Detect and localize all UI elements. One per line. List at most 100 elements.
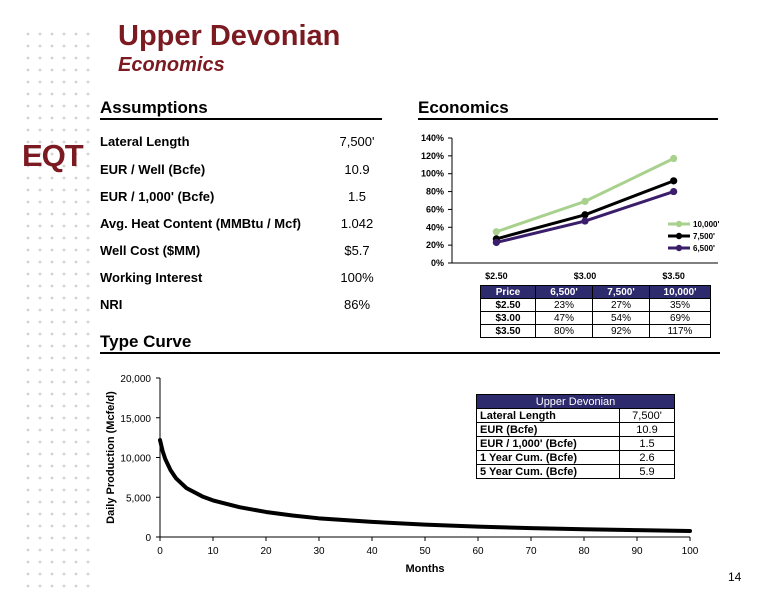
type-curve-table-title: Upper Devonian [476, 394, 675, 409]
type-curve-table-row: EUR / 1,000' (Bcfe) 1.5 [476, 436, 675, 451]
assumption-value: 1.042 [340, 216, 374, 231]
economics-table-cell: 27% [592, 298, 650, 312]
type-curve-rule [100, 352, 720, 354]
y-tick-label: 80% [426, 187, 444, 197]
assumptions-rule [100, 118, 382, 120]
economics-heading: Economics [418, 98, 509, 117]
economics-table-row: $3.50 80% 92% 117% [480, 324, 711, 338]
assumption-value: 7,500' [339, 134, 375, 149]
economics-table-cell: 92% [592, 324, 650, 338]
data-point [581, 217, 589, 225]
y-tick-label: 0% [431, 258, 444, 268]
x-tick-label: 50 [419, 546, 431, 557]
x-tick-label: 40 [366, 546, 378, 557]
assumption-row: Lateral Length 7,500' [100, 128, 380, 154]
page-number: 14 [728, 570, 742, 584]
y-tick-label: 20% [426, 240, 444, 250]
economics-table-cell: 35% [649, 298, 711, 312]
y-tick-label: 15,000 [120, 414, 151, 425]
economics-table-cell: 23% [535, 298, 593, 312]
type-curve-table-label: EUR (Bcfe) [476, 422, 620, 437]
data-point [581, 211, 589, 219]
x-tick-label: 30 [313, 546, 325, 557]
type-curve-table-value: 7,500' [619, 408, 675, 423]
assumption-row: Working Interest 100% [100, 264, 380, 290]
economics-table-header: 10,000' [649, 285, 711, 299]
type-curve-table-value: 2.6 [619, 450, 675, 465]
dot-pattern-decoration [22, 28, 92, 588]
assumption-value: 10.9 [344, 162, 370, 177]
type-curve-table-label: Lateral Length [476, 408, 620, 423]
type-curve-table-value: 10.9 [619, 422, 675, 437]
assumption-value: 100% [340, 270, 374, 285]
y-tick-label: 10,000 [120, 454, 151, 465]
legend-label: 10,000' [693, 220, 719, 229]
y-tick-label: 60% [426, 204, 444, 214]
assumption-label: Working Interest [100, 270, 203, 285]
y-tick-label: 40% [426, 222, 444, 232]
data-point [670, 187, 678, 196]
y-tick-label: 5,000 [126, 493, 151, 504]
economics-table-cell: $2.50 [480, 298, 536, 312]
economics-table: Price 6,500' 7,500' 10,000' $2.50 23% 27… [480, 285, 711, 338]
x-tick-label: 80 [578, 546, 590, 557]
economics-table-cell: $3.00 [480, 311, 536, 325]
assumption-value: 1.5 [347, 189, 367, 204]
assumption-row: NRI 86% [100, 291, 380, 317]
assumption-label: Avg. Heat Content (MMBtu / Mcf) [100, 216, 301, 231]
legend-label: 6,500' [693, 244, 715, 253]
type-curve-table-title-row: Upper Devonian [476, 394, 675, 409]
assumption-row: EUR / Well (Bcfe) 10.9 [100, 156, 380, 182]
series-line [495, 179, 675, 241]
data-point [581, 197, 589, 205]
economics-table-cell: 54% [592, 311, 650, 325]
economics-table-cell: 69% [649, 311, 711, 325]
y-tick-label: 120% [421, 151, 444, 161]
x-tick-label: 20 [260, 546, 272, 557]
legend-marker [675, 244, 683, 252]
assumption-row: EUR / 1,000' (Bcfe) 1.5 [100, 183, 380, 209]
type-curve-table-value: 1.5 [619, 436, 675, 451]
y-tick-label: 100% [421, 169, 444, 179]
x-tick-label: 0 [157, 546, 163, 557]
economics-chart: 0% 20% 40% 60% 80% 100% 120% 140% $2.50 $3.00 $3.5… [421, 133, 720, 281]
x-tick-label: 70 [525, 546, 537, 557]
assumption-row: Avg. Heat Content (MMBtu / Mcf) 1.042 [100, 210, 380, 236]
page-title: Upper Devonian [118, 20, 341, 52]
x-tick-label: $3.00 [574, 271, 597, 281]
legend-label: 7,500' [693, 232, 715, 241]
data-point [670, 154, 678, 163]
assumption-value: $5.7 [344, 243, 370, 258]
type-curve-table-value: 5.9 [619, 464, 675, 479]
assumption-label: Well Cost ($MM) [100, 243, 201, 258]
y-axis-title: Daily Production (Mcfe/d) [105, 391, 117, 524]
type-curve-table-row: Lateral Length 7,500' [476, 408, 675, 423]
decline-curve-line [158, 438, 692, 533]
type-curve-table-row: 5 Year Cum. (Bcfe) 5.9 [476, 464, 675, 479]
y-tick-label: 140% [421, 133, 444, 143]
economics-table-cell: 80% [535, 324, 593, 338]
legend-marker [675, 220, 683, 228]
economics-table-cell: 117% [649, 324, 711, 338]
legend-marker [675, 232, 683, 240]
type-curve-table-label: EUR / 1,000' (Bcfe) [476, 436, 620, 451]
type-curve-table-row: EUR (Bcfe) 10.9 [476, 422, 675, 437]
y-tick-label: 20,000 [120, 374, 151, 385]
assumption-label: NRI [100, 297, 123, 312]
x-tick-label: $3.50 [662, 271, 685, 281]
type-curve-table-label: 5 Year Cum. (Bcfe) [476, 464, 620, 479]
type-curve-chart: 0 5,000 10,000 15,000 20,000 0 10 20 30 40 50 60 70 8… [105, 374, 699, 575]
data-point [492, 228, 500, 236]
x-axis-title: Months [405, 563, 444, 575]
assumption-label: Lateral Length [100, 134, 190, 149]
type-curve-table-label: 1 Year Cum. (Bcfe) [476, 450, 620, 465]
economics-table-header: 6,500' [535, 285, 593, 299]
eqt-logo: EQT [22, 138, 84, 173]
economics-table-header: 7,500' [592, 285, 650, 299]
economics-table-cell: 47% [535, 311, 593, 325]
x-tick-label: $2.50 [485, 271, 508, 281]
x-tick-label: 100 [682, 546, 699, 557]
type-curve-table: Upper Devonian Lateral Length 7,500' EUR… [476, 394, 675, 479]
x-tick-label: 90 [631, 546, 643, 557]
economics-table-row: $2.50 23% 27% 35% [480, 298, 711, 312]
